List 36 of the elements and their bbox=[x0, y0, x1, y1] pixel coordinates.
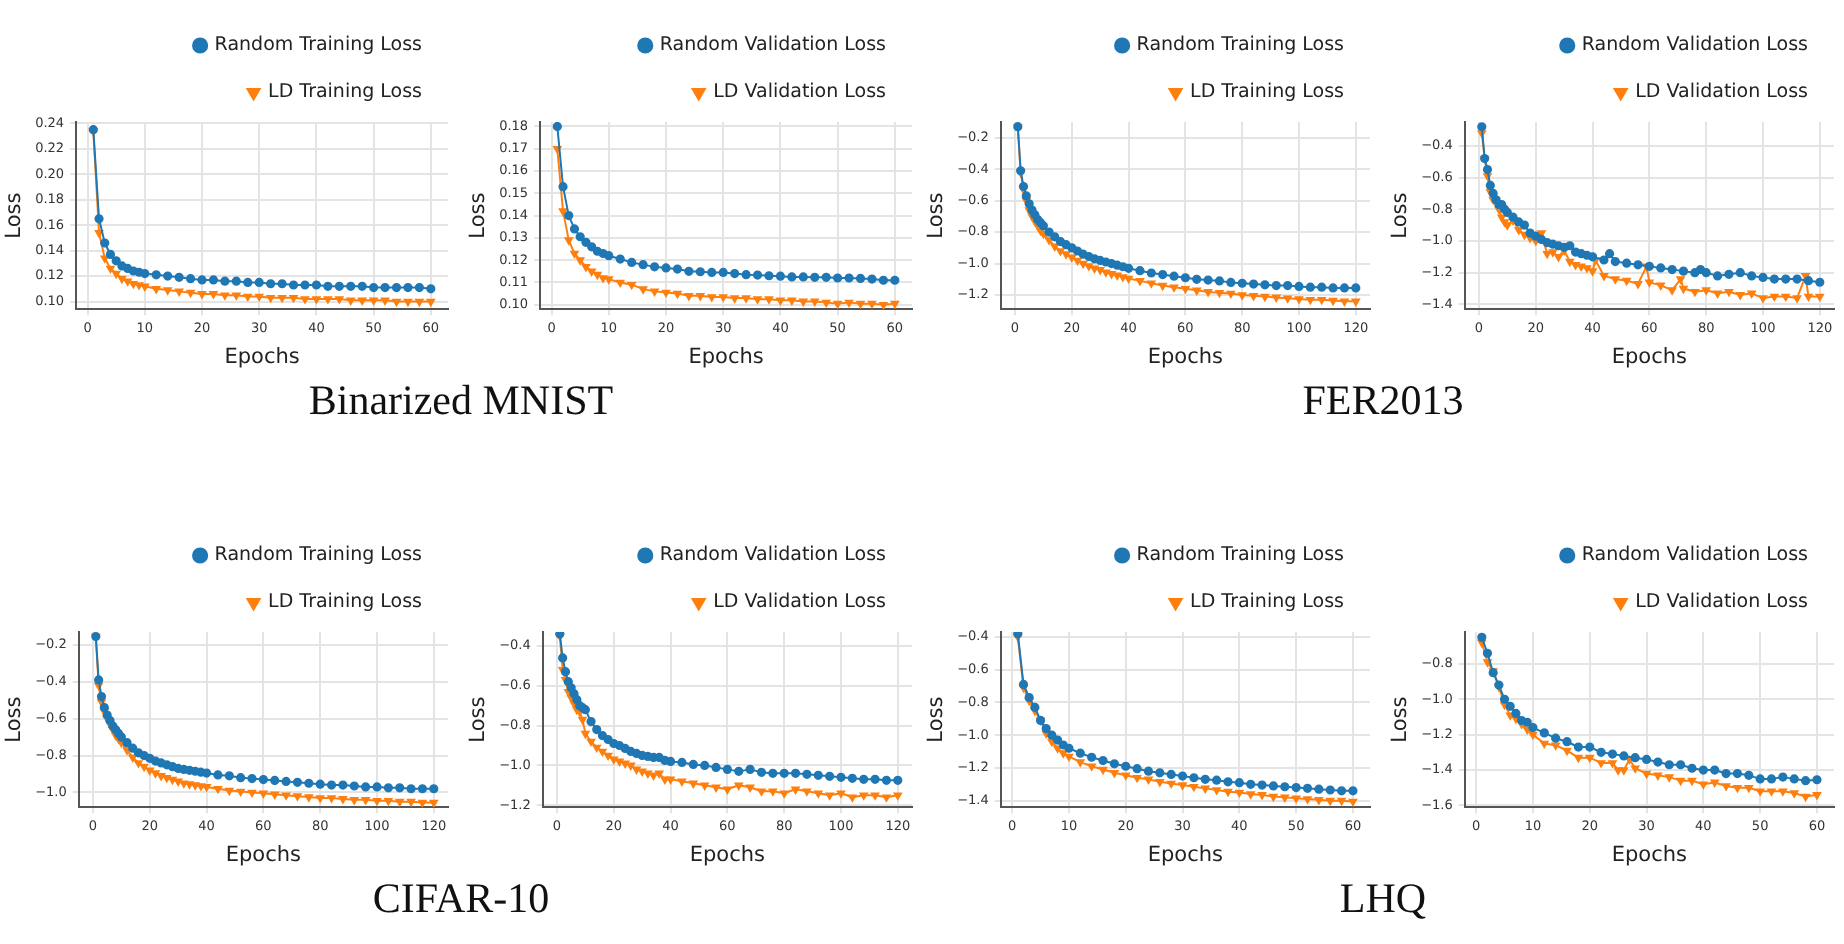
text: LHQ bbox=[1337, 874, 1429, 924]
y-axis-title: Loss bbox=[2, 696, 27, 743]
x-axis-title: Epochs bbox=[689, 842, 766, 867]
legend-label: Random Training Loss bbox=[214, 544, 423, 567]
y-axis-title: Loss bbox=[924, 192, 949, 239]
x-axis-title: Epochs bbox=[225, 842, 302, 867]
text: FER2013 bbox=[1300, 376, 1466, 426]
x-axis-title: Epochs bbox=[688, 344, 764, 369]
legend-label: LD Validation Loss bbox=[713, 81, 887, 104]
legend-label: Random Validation Loss bbox=[1581, 544, 1809, 567]
legend-label: LD Validation Loss bbox=[713, 591, 887, 614]
x-axis-title: Epochs bbox=[1611, 344, 1688, 369]
legend-label: Random Training Loss bbox=[1136, 544, 1345, 567]
legend-label: Random Validation Loss bbox=[659, 34, 887, 57]
legend-label: LD Training Loss bbox=[1190, 81, 1345, 104]
legend-label: LD Training Loss bbox=[268, 591, 423, 614]
legend-label: Random Training Loss bbox=[214, 34, 423, 57]
y-axis-title: Loss bbox=[2, 192, 27, 239]
x-axis-title: Epochs bbox=[1147, 842, 1224, 867]
legend-label: LD Validation Loss bbox=[1635, 81, 1809, 104]
y-axis-title: Loss bbox=[1388, 192, 1413, 239]
text: Binarized MNIST bbox=[306, 376, 616, 426]
legend-label: LD Training Loss bbox=[1190, 591, 1345, 614]
x-axis-title: Epochs bbox=[224, 344, 300, 369]
y-axis-title: Loss bbox=[466, 192, 491, 239]
legend-label: Random Validation Loss bbox=[659, 544, 887, 567]
y-axis-title: Loss bbox=[1388, 696, 1413, 743]
y-axis-title: Loss bbox=[924, 696, 949, 743]
legend-label: LD Validation Loss bbox=[1635, 591, 1809, 614]
text: CIFAR-10 bbox=[370, 874, 552, 924]
y-axis-title: Loss bbox=[466, 696, 491, 743]
legend-label: Random Training Loss bbox=[1136, 34, 1345, 57]
x-axis-title: Epochs bbox=[1611, 842, 1688, 867]
legend-label: LD Training Loss bbox=[268, 81, 423, 104]
x-axis-title: Epochs bbox=[1147, 344, 1224, 369]
legend-label: Random Validation Loss bbox=[1581, 34, 1809, 57]
